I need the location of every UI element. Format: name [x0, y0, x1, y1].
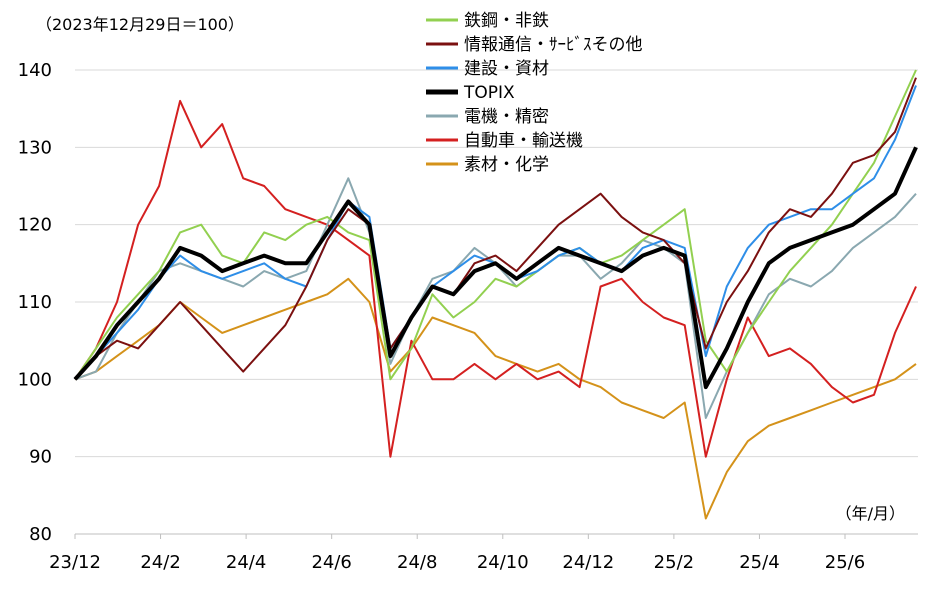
legend-label-4: 電機・精密	[464, 107, 549, 127]
legend-label-5: 自動車・輸送機	[464, 131, 583, 151]
series-line-6	[74, 277, 917, 520]
legend-label-6: 素材・化学	[464, 155, 549, 175]
series-line-3	[73, 146, 918, 390]
legend-label-0: 鉄鋼・非鉄	[464, 11, 549, 31]
x-axis: 23/12 24/2 24/4 24/6 24/8 24/10 24/12 25/2 25/4 2…	[49, 533, 918, 573]
legend-label-3: TOPIX	[463, 83, 515, 103]
y-tick-label: 120	[18, 215, 52, 236]
y-tick-label: 90	[29, 447, 52, 468]
series-line-2	[74, 85, 917, 380]
y-tick-label: 100	[18, 369, 52, 390]
y-tick-label: 130	[18, 137, 52, 158]
x-tick-label: 25/4	[739, 552, 779, 573]
x-tick-label: 24/4	[226, 552, 266, 573]
base-note: （2023年12月29日＝100）	[36, 15, 244, 34]
x-tick-label: 24/6	[311, 552, 351, 573]
x-tick-label: 25/2	[654, 552, 694, 573]
unit-note: （年/月）	[836, 504, 905, 523]
series-line-5	[74, 99, 917, 458]
x-tick-label: 24/2	[140, 552, 180, 573]
y-tick-label: 80	[29, 524, 52, 545]
x-tick-label: 24/8	[397, 552, 437, 573]
y-tick-label: 110	[18, 292, 52, 313]
series-line-4	[74, 177, 917, 419]
y-axis: 80 90 100 110 120 130 140	[18, 60, 52, 545]
series-line-1	[74, 77, 917, 380]
series-line-0	[74, 69, 917, 381]
legend-label-1: 情報通信・ｻｰﾋﾞｽその他	[464, 35, 643, 55]
x-tick-label: 25/6	[825, 552, 865, 573]
legend-label-2: 建設・資材	[464, 59, 549, 79]
x-tick-label: 23/12	[49, 552, 101, 573]
series-lines	[73, 69, 918, 520]
x-tick-label: 24/12	[562, 552, 614, 573]
y-tick-label: 140	[18, 60, 52, 81]
x-tick-label: 24/10	[477, 552, 529, 573]
